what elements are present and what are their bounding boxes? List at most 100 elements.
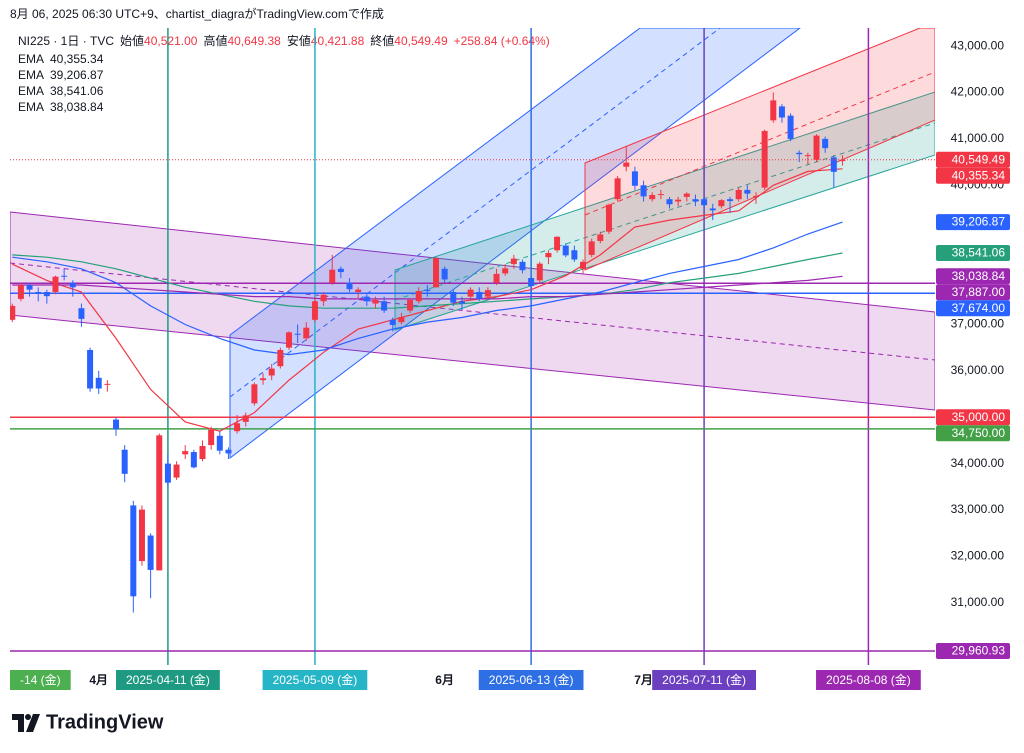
candle-body (52, 276, 59, 292)
candle-body (415, 291, 422, 302)
candle-body (545, 253, 552, 258)
candle-body (424, 289, 431, 292)
y-tick-label: 31,000.00 (951, 595, 1005, 609)
candle-body (43, 291, 50, 297)
price-badge (936, 268, 1010, 285)
candle-body (727, 199, 734, 202)
candle-body (571, 250, 578, 260)
candle-body (10, 305, 16, 320)
ema-line (12, 252, 843, 309)
price-badge (936, 300, 1010, 317)
candle-body (554, 236, 561, 251)
candle-body (251, 384, 258, 404)
candle-body (692, 199, 699, 202)
logo-mark (25, 714, 31, 720)
date-badge (262, 670, 368, 690)
price-badge-label: 40,549.49 (952, 152, 1006, 166)
channel-midline (10, 262, 935, 361)
legend-main: NI225 · 1日 · TVC 始値40,521.00 高値40,649.38 安値… (18, 33, 550, 48)
x-tick-label: 7月 (634, 673, 653, 687)
candle-body (381, 301, 388, 311)
legend-value: 40,521.00 (144, 34, 198, 48)
ema-line (11, 168, 843, 432)
x-tick-label: 6月 (435, 673, 454, 687)
candle-body (761, 130, 768, 188)
legend-value: 40,649.38 (227, 34, 281, 48)
candle-body (796, 152, 803, 155)
candle-body (294, 333, 301, 335)
candle-body (61, 275, 68, 277)
channel-midline (229, 28, 721, 398)
candle-body (718, 200, 725, 207)
candle-body (285, 332, 292, 348)
y-tick-label: 41,000.00 (951, 131, 1005, 145)
candle-body (355, 289, 362, 292)
green-channel (394, 91, 935, 331)
candle-body (329, 269, 336, 283)
date-badge (116, 670, 220, 690)
candle-body (666, 199, 673, 205)
legend-label: 始値 (120, 33, 144, 48)
price-badge-label: 40,355.34 (952, 168, 1006, 182)
candle-body (830, 157, 837, 172)
price-badge-label: 35,000.00 (952, 410, 1006, 424)
candle-body (199, 446, 206, 460)
logo: TradingView (12, 711, 164, 733)
candle-body (510, 258, 517, 265)
candle-body (156, 435, 163, 571)
candle-body (770, 100, 777, 121)
candle-body (407, 299, 414, 311)
ema-line (12, 221, 843, 356)
legend-series-name: EMA (18, 52, 44, 66)
candle-body (173, 464, 180, 478)
candle-body (605, 204, 612, 232)
y-tick-label: 43,000.00 (951, 38, 1005, 52)
candle-body (813, 135, 820, 160)
candle-body (536, 263, 543, 281)
price-badge-label: 39,206.87 (952, 215, 1006, 229)
candle-body (78, 308, 85, 319)
candle-body (484, 290, 491, 297)
y-tick-label: 34,000.00 (951, 456, 1005, 470)
candle-body (683, 193, 690, 197)
price-badge-label: 37,674.00 (952, 301, 1006, 315)
candle-body (113, 419, 120, 430)
candle-body (709, 208, 716, 211)
candle-body (268, 368, 275, 376)
candle-body (787, 115, 794, 139)
candle-body (346, 282, 353, 290)
legend-label: 高値 (203, 33, 227, 48)
candle-body (303, 327, 310, 339)
candle-body (17, 285, 24, 299)
legend-label: 安値 (287, 33, 311, 48)
candle-body (735, 189, 742, 200)
candle-body (311, 301, 318, 320)
candle-body (502, 268, 509, 274)
candle-body (467, 289, 474, 297)
legend-series-name: EMA (18, 84, 44, 98)
x-tick-label: 4月 (89, 673, 108, 687)
candle-body (216, 435, 223, 451)
price-badge (936, 214, 1010, 231)
date-badge (478, 670, 584, 690)
price-badge (936, 425, 1010, 442)
candle-body (458, 301, 465, 304)
legend-value: 40,549.49 (394, 34, 448, 48)
price-badge (936, 244, 1010, 261)
candle-body (623, 162, 630, 167)
date-badge (816, 670, 921, 690)
y-tick-label: 37,000.00 (951, 317, 1005, 331)
y-tick-label: 32,000.00 (951, 549, 1005, 563)
candle-body (69, 282, 76, 288)
candle-body (190, 452, 197, 468)
x-tick-label: 2025-06-13 (金) (489, 672, 574, 687)
candle-body (372, 299, 379, 304)
candle-body (701, 199, 708, 206)
candle-body (234, 423, 241, 432)
candle-body (337, 268, 344, 273)
candle-body (95, 377, 102, 389)
x-tick-label: -14 (金) (20, 672, 61, 687)
candle-body (260, 378, 267, 381)
plot-area (10, 28, 935, 665)
